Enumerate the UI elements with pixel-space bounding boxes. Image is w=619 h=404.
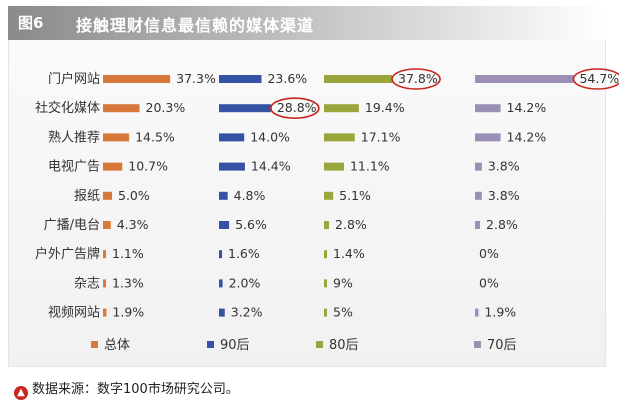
bar xyxy=(475,133,501,142)
data-label: 2.0% xyxy=(229,275,261,290)
legend-label: 70后 xyxy=(487,338,517,353)
chart-panel xyxy=(8,40,606,367)
category-label: 报纸 xyxy=(74,189,100,204)
bar xyxy=(103,162,123,171)
data-label: 14.5% xyxy=(135,129,175,144)
chart-title: 接触理财信息最信赖的媒体渠道 xyxy=(76,16,315,35)
data-label: 1.6% xyxy=(228,246,260,261)
bar xyxy=(103,250,106,259)
bar xyxy=(103,308,107,317)
category-label: 视频网站 xyxy=(48,306,100,321)
data-label: 2.8% xyxy=(486,217,518,232)
data-label: 1.4% xyxy=(333,246,365,261)
bar xyxy=(103,75,171,83)
bar xyxy=(219,191,228,200)
data-label: 0% xyxy=(479,246,499,261)
bar xyxy=(219,133,245,142)
figure-number: 图6 xyxy=(18,14,44,32)
legend-label: 总体 xyxy=(104,338,130,353)
bar xyxy=(219,308,225,317)
category-label: 杂志 xyxy=(74,276,100,291)
bar xyxy=(324,75,393,83)
data-label: 2.8% xyxy=(335,217,367,232)
data-label: 3.8% xyxy=(488,188,520,203)
legend-swatch xyxy=(91,341,98,348)
bar xyxy=(219,279,223,288)
bar xyxy=(219,250,222,259)
data-label: 23.6% xyxy=(267,71,307,86)
bar xyxy=(219,221,230,229)
data-label: 1.9% xyxy=(112,305,144,320)
bar xyxy=(324,250,327,259)
bar xyxy=(475,221,481,229)
bar xyxy=(103,104,140,113)
data-label: 14.4% xyxy=(251,159,291,174)
data-label: 28.8% xyxy=(277,100,317,115)
data-label: 5.0% xyxy=(118,188,150,203)
data-label: 1.9% xyxy=(484,305,516,320)
bar xyxy=(324,221,330,229)
legend-swatch xyxy=(207,341,214,348)
chart-header: 图6 接触理财信息最信赖的媒体渠道 xyxy=(8,6,604,40)
data-label: 20.3% xyxy=(146,100,186,115)
up-arrow-icon: ▲ xyxy=(14,386,28,400)
bar xyxy=(324,279,327,288)
bar xyxy=(324,104,359,113)
category-label: 熟人推荐 xyxy=(48,129,100,145)
category-label: 社交化媒体 xyxy=(35,100,100,116)
highlight-circle xyxy=(391,68,441,90)
data-label: 14.2% xyxy=(507,100,547,115)
highlight-circle xyxy=(572,68,619,90)
data-label: 5.1% xyxy=(339,188,371,203)
data-label: 19.4% xyxy=(365,100,405,115)
category-label: 门户网站 xyxy=(48,71,100,87)
data-label: 1.3% xyxy=(112,275,144,290)
bar xyxy=(219,162,245,171)
data-label: 4.3% xyxy=(117,217,149,232)
data-label: 54.7% xyxy=(579,71,619,86)
legend-label: 90后 xyxy=(220,338,250,353)
bar xyxy=(324,308,327,317)
data-label: 5% xyxy=(333,305,353,320)
bar xyxy=(475,162,482,171)
data-label: 14.2% xyxy=(507,129,547,144)
data-label: 10.7% xyxy=(128,159,168,174)
source-note: ▲ 数据来源：数字100市场研究公司。 xyxy=(14,378,239,400)
category-label: 户外广告牌 xyxy=(35,246,100,262)
data-label: 4.8% xyxy=(234,188,266,203)
data-label: 14.0% xyxy=(250,129,290,144)
bar xyxy=(324,133,355,142)
data-label: 1.1% xyxy=(112,246,144,261)
bar xyxy=(103,133,130,142)
source-text: 数据来源：数字100市场研究公司。 xyxy=(32,382,239,397)
data-label: 9% xyxy=(333,275,353,290)
data-label: 0% xyxy=(479,275,499,290)
data-label: 11.1% xyxy=(350,159,390,174)
bar xyxy=(324,191,334,200)
bar xyxy=(475,75,574,83)
data-label: 17.1% xyxy=(361,129,401,144)
bar xyxy=(219,75,262,83)
bar xyxy=(324,162,344,171)
data-label: 37.8% xyxy=(398,71,438,86)
bar xyxy=(475,104,501,113)
bar xyxy=(103,221,111,229)
data-label: 37.3% xyxy=(176,71,216,86)
bar xyxy=(475,308,479,317)
category-label: 广播/电台 xyxy=(44,218,100,233)
data-label: 3.2% xyxy=(231,305,263,320)
data-label: 5.6% xyxy=(235,217,267,232)
category-label: 电视广告 xyxy=(48,160,100,175)
legend-swatch xyxy=(316,341,323,348)
data-label: 3.8% xyxy=(488,159,520,174)
bar xyxy=(219,104,271,113)
bar xyxy=(103,191,112,200)
bar xyxy=(103,279,106,288)
legend-label: 80后 xyxy=(329,338,359,353)
legend-swatch xyxy=(474,341,481,348)
highlight-circle xyxy=(270,97,320,119)
bar xyxy=(475,191,482,200)
